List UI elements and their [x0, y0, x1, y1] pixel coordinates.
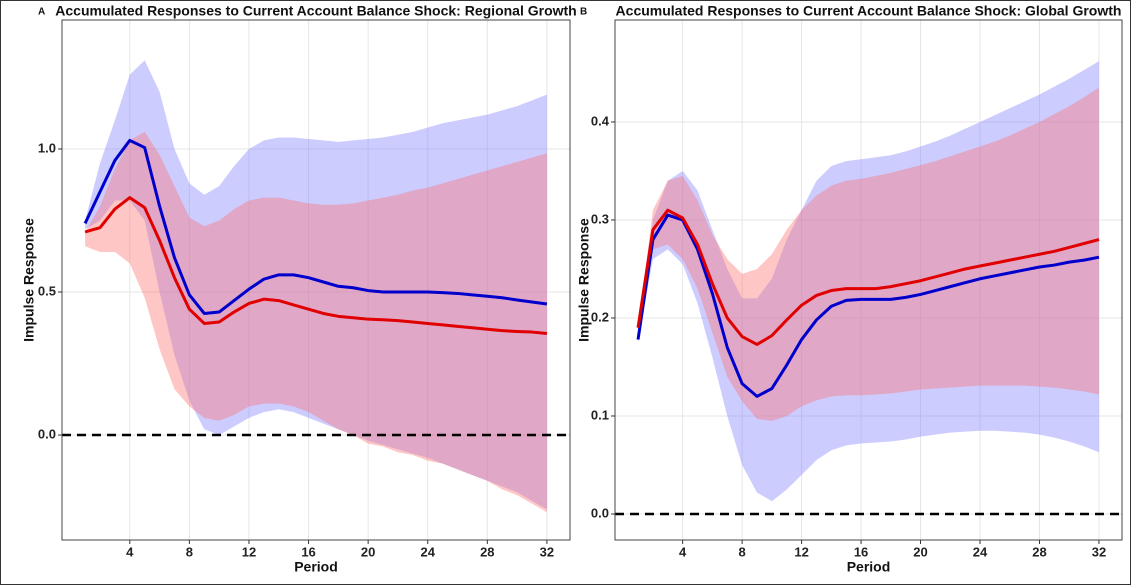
x-tick-label: 28: [480, 544, 494, 559]
plot-border: [61, 19, 571, 541]
x-tick-label: 32: [540, 544, 554, 559]
line: [84, 196, 548, 335]
y-tick-label: 0.0: [591, 505, 609, 520]
line: [636, 208, 1100, 346]
x-tick-label: 28: [1032, 544, 1046, 559]
x-tick-label: 24: [973, 544, 988, 559]
y-tick-label: 0.4: [591, 113, 610, 128]
x-tick-label: 8: [739, 544, 746, 559]
plot-background: [615, 20, 1122, 540]
x-tick-label: 8: [186, 544, 193, 559]
line: [636, 213, 1100, 398]
confidence-band: [638, 87, 1099, 421]
chart-title: Accumulated Responses to Current Account…: [55, 3, 576, 19]
x-tick-label: 16: [854, 544, 868, 559]
x-tick-label: 12: [242, 544, 256, 559]
x-tick-label: 20: [361, 544, 375, 559]
y-tick-label: 0.5: [38, 283, 56, 298]
x-tick-label: 24: [420, 544, 435, 559]
x-tick-label: 4: [679, 544, 687, 559]
x-axis-label: Period: [294, 559, 338, 575]
chart-title: Accumulated Responses to Current Account…: [616, 3, 1122, 19]
y-axis-label: Impulse Response: [21, 218, 37, 342]
x-tick-label: 4: [126, 544, 134, 559]
y-tick-label: 0.3: [591, 211, 609, 226]
y-tick-label: 0.2: [591, 309, 609, 324]
confidence-band: [85, 131, 547, 513]
y-axis-label: Impulse Response: [576, 218, 592, 342]
panel-label: B: [580, 7, 587, 18]
panel-label: A: [38, 7, 45, 18]
y-tick-label: 1.0: [38, 140, 56, 155]
x-tick-label: 12: [794, 544, 808, 559]
x-tick-label: 20: [913, 544, 927, 559]
plot-border: [614, 19, 1123, 541]
x-tick-label: 32: [1092, 544, 1106, 559]
y-tick-label: 0.1: [591, 407, 609, 422]
confidence-band: [85, 60, 547, 510]
y-tick-label: 0.0: [38, 426, 56, 441]
line: [83, 138, 548, 315]
x-axis-label: Period: [847, 559, 891, 575]
x-tick-label: 16: [301, 544, 315, 559]
